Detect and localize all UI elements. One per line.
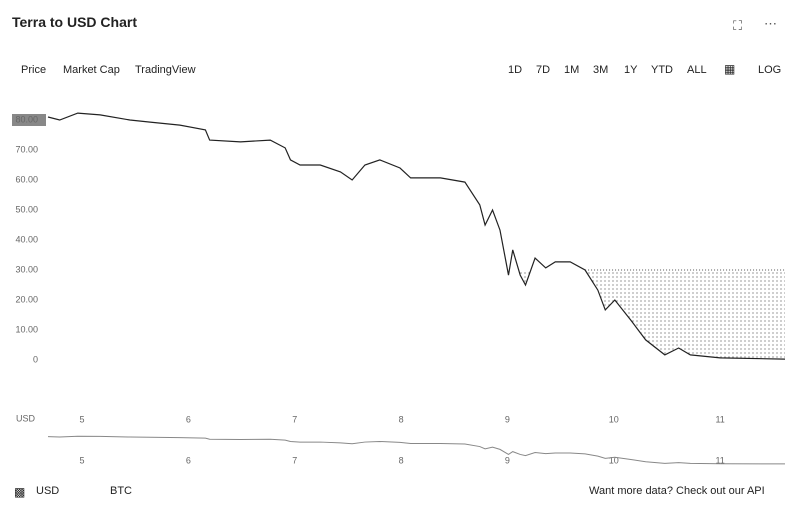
x-tick-label: 11 <box>715 414 724 424</box>
y-tick-label: 60.00 <box>15 174 38 184</box>
y-tick-label: 30.00 <box>15 264 38 274</box>
api-link[interactable]: Want more data? Check out our API <box>589 485 765 497</box>
y-tick-label: 0 <box>33 354 38 364</box>
range-button[interactable]: YTD <box>651 64 673 76</box>
navigator-tick-label: 11 <box>715 455 724 465</box>
more-icon[interactable]: ⋯ <box>764 16 777 31</box>
navigator-tick-label: 9 <box>505 455 510 465</box>
title: Terra to USD Chart <box>12 14 137 30</box>
tab[interactable]: Price <box>21 64 47 76</box>
x-tick-label: 5 <box>80 414 85 424</box>
range-button[interactable]: 7D <box>536 64 551 76</box>
range-button[interactable]: 1Y <box>624 64 638 76</box>
below-baseline-area <box>48 270 785 360</box>
range-button[interactable]: 1M <box>564 64 580 76</box>
range-button[interactable]: ALL <box>687 64 707 76</box>
calendar-icon[interactable]: ▦ <box>724 62 736 76</box>
price-tag <box>12 114 46 126</box>
x-axis-label: USD <box>16 413 36 423</box>
x-tick-label: 9 <box>505 414 510 424</box>
currency-button[interactable]: BTC <box>110 485 132 497</box>
navigator-tick-label: 6 <box>186 455 191 465</box>
y-tick-label: 50.00 <box>15 204 38 214</box>
y-tick-label: 20.00 <box>15 294 38 304</box>
currency-icon[interactable]: ▩ <box>14 485 26 499</box>
y-tick-label: 10.00 <box>15 324 38 334</box>
navigator-tick-label: 10 <box>609 455 619 465</box>
navigator-tick-label: 8 <box>399 455 404 465</box>
navigator-line <box>47 435 786 465</box>
price-line <box>47 112 786 360</box>
log-button[interactable]: LOG <box>758 64 782 76</box>
range-button[interactable]: 1D <box>508 64 523 76</box>
fullscreen-icon[interactable]: ⛶ <box>733 18 743 33</box>
navigator-tick-label: 7 <box>292 455 297 465</box>
x-tick-label: 6 <box>186 414 191 424</box>
navigator-tick-label: 5 <box>80 455 85 465</box>
tab[interactable]: TradingView <box>135 64 196 76</box>
y-tick-label: 70.00 <box>15 144 38 154</box>
tab[interactable]: Market Cap <box>63 64 120 76</box>
range-button[interactable]: 3M <box>593 64 609 76</box>
currency-button[interactable]: USD <box>36 485 60 497</box>
x-tick-label: 8 <box>399 414 404 424</box>
x-tick-label: 7 <box>292 414 297 424</box>
y-tick-label: 40.00 <box>15 234 38 244</box>
x-tick-label: 10 <box>609 414 619 424</box>
y-tick-label: 80.00 <box>15 114 38 124</box>
